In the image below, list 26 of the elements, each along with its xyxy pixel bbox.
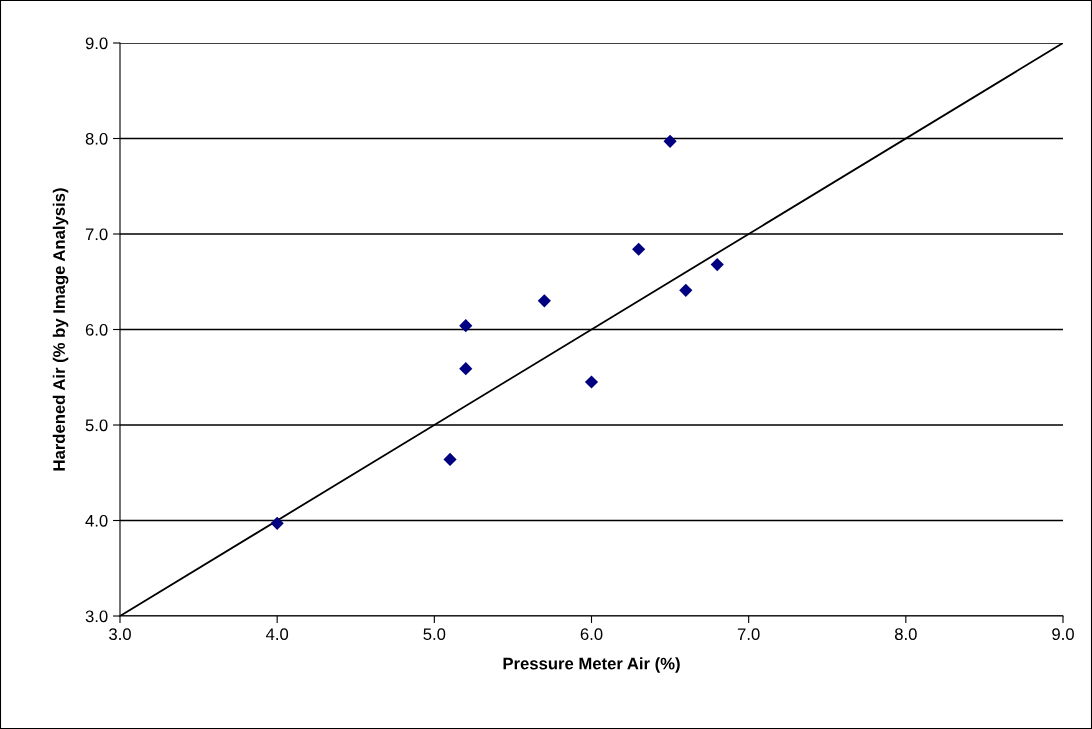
point [632, 242, 646, 256]
point [663, 134, 677, 148]
x-tick-label: 3.0 [109, 628, 131, 641]
y-axis-title: Hardened Air (% by Image Analysis) [52, 188, 69, 471]
x-axis-title: Pressure Meter Air (%) [503, 657, 680, 673]
point [537, 294, 551, 308]
point [443, 452, 457, 466]
x-tick-label: 8.0 [894, 628, 917, 641]
y-tick-label: 6.0 [85, 323, 108, 336]
point [679, 283, 693, 297]
point [459, 362, 473, 376]
x-tick-label: 6.0 [580, 628, 603, 641]
x-tick-label: 9.0 [1052, 628, 1074, 641]
y-tick-label: 7.0 [85, 228, 108, 241]
x-tick-label: 4.0 [265, 628, 289, 641]
x-tick-label: 5.0 [423, 628, 446, 641]
point [584, 375, 599, 389]
y-tick-label: 3.0 [85, 610, 108, 623]
point [459, 319, 473, 333]
x-tick-label: 7.0 [737, 628, 760, 641]
point [710, 257, 724, 272]
y-tick-label: 4.0 [85, 514, 108, 527]
y-tick-label: 5.0 [85, 419, 108, 432]
y-tick-label: 8.0 [85, 132, 108, 145]
y-tick-label: 9.0 [85, 37, 108, 50]
point [270, 516, 284, 530]
